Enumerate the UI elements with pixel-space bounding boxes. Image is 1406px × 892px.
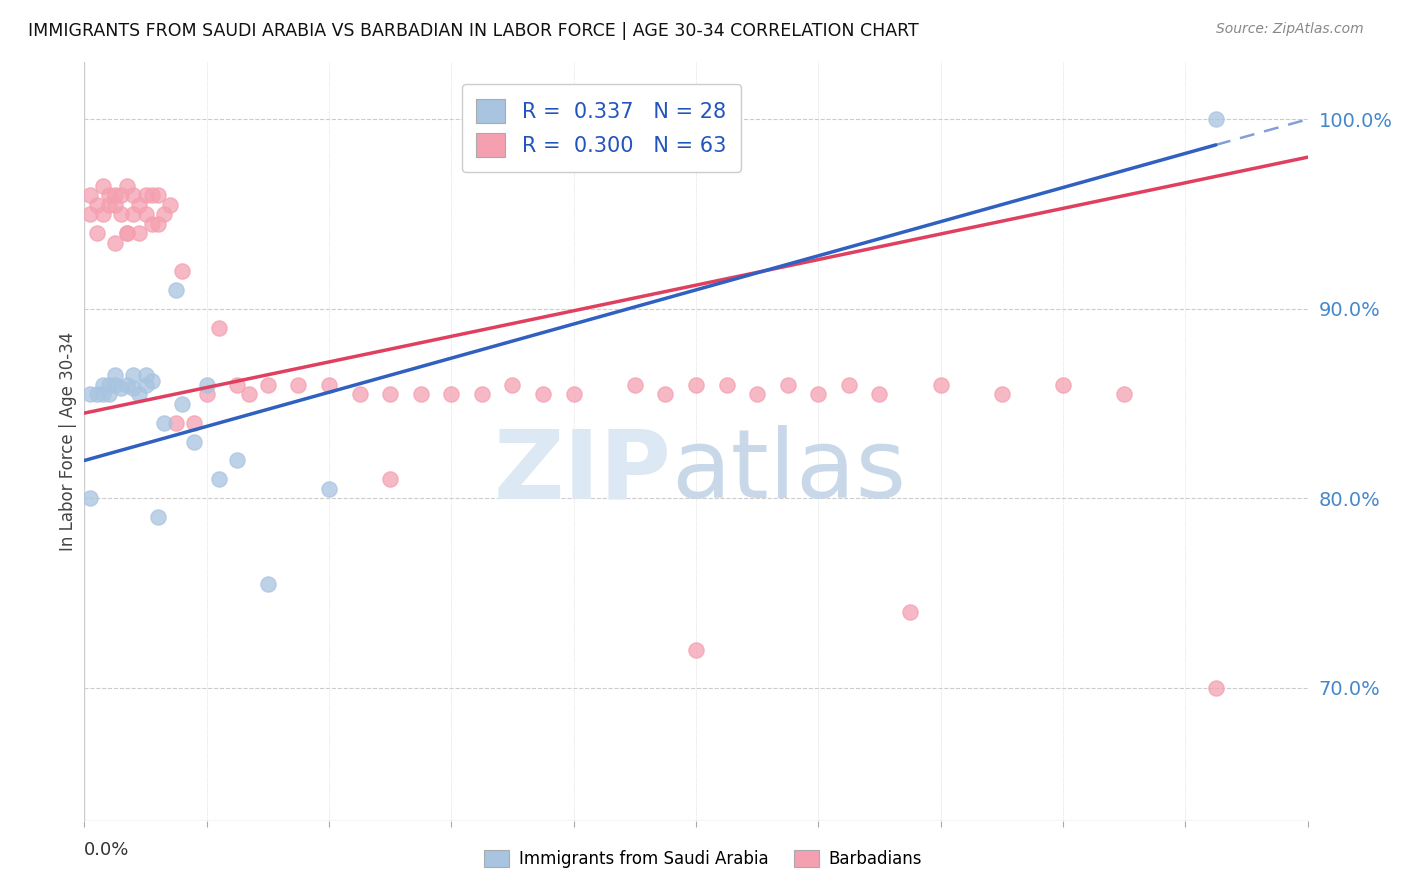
Point bbox=[146, 188, 169, 202]
Text: atlas: atlas bbox=[672, 425, 907, 518]
Point bbox=[807, 387, 830, 401]
Point bbox=[146, 510, 169, 524]
Point bbox=[380, 473, 402, 487]
Point bbox=[838, 377, 860, 392]
Point bbox=[380, 387, 402, 401]
Point bbox=[208, 473, 231, 487]
Point bbox=[257, 377, 280, 392]
Legend: Immigrants from Saudi Arabia, Barbadians: Immigrants from Saudi Arabia, Barbadians bbox=[477, 843, 929, 875]
Point bbox=[79, 207, 101, 221]
Point bbox=[624, 377, 647, 392]
Point bbox=[238, 387, 260, 401]
Point bbox=[409, 387, 432, 401]
Point bbox=[135, 207, 157, 221]
Point bbox=[91, 207, 114, 221]
Point bbox=[122, 368, 145, 383]
Point bbox=[531, 387, 554, 401]
Point bbox=[226, 453, 249, 467]
Point bbox=[869, 387, 891, 401]
Point bbox=[141, 188, 163, 202]
Point bbox=[898, 605, 921, 619]
Point bbox=[135, 188, 157, 202]
Point bbox=[122, 382, 145, 396]
Point bbox=[141, 217, 163, 231]
Point bbox=[115, 178, 138, 193]
Point bbox=[104, 235, 127, 250]
Point bbox=[91, 387, 114, 401]
Point bbox=[165, 283, 187, 297]
Point bbox=[1114, 387, 1136, 401]
Point bbox=[172, 264, 194, 278]
Point bbox=[440, 387, 463, 401]
Point bbox=[86, 226, 108, 240]
Point bbox=[349, 387, 371, 401]
Point bbox=[1052, 377, 1074, 392]
Point bbox=[502, 377, 524, 392]
Text: 0.0%: 0.0% bbox=[84, 841, 129, 859]
Point bbox=[104, 197, 127, 211]
Point bbox=[165, 416, 187, 430]
Point bbox=[318, 482, 340, 496]
Point bbox=[110, 207, 132, 221]
Point bbox=[110, 382, 132, 396]
Y-axis label: In Labor Force | Age 30-34: In Labor Force | Age 30-34 bbox=[59, 332, 77, 551]
Point bbox=[86, 387, 108, 401]
Point bbox=[104, 368, 127, 383]
Point bbox=[654, 387, 676, 401]
Point bbox=[318, 377, 340, 392]
Point bbox=[685, 377, 707, 392]
Point bbox=[122, 188, 145, 202]
Point bbox=[747, 387, 769, 401]
Legend: R =  0.337   N = 28, R =  0.300   N = 63: R = 0.337 N = 28, R = 0.300 N = 63 bbox=[461, 84, 741, 172]
Point bbox=[141, 374, 163, 388]
Point bbox=[97, 387, 120, 401]
Point bbox=[929, 377, 952, 392]
Point bbox=[183, 434, 205, 449]
Text: Source: ZipAtlas.com: Source: ZipAtlas.com bbox=[1216, 22, 1364, 37]
Point bbox=[122, 207, 145, 221]
Point bbox=[110, 188, 132, 202]
Point bbox=[135, 377, 157, 392]
Point bbox=[97, 197, 120, 211]
Point bbox=[471, 387, 494, 401]
Point bbox=[128, 387, 150, 401]
Point bbox=[287, 377, 309, 392]
Point bbox=[79, 188, 101, 202]
Point bbox=[226, 377, 249, 392]
Point bbox=[79, 387, 101, 401]
Point bbox=[104, 188, 127, 202]
Point bbox=[257, 576, 280, 591]
Point bbox=[776, 377, 799, 392]
Point bbox=[159, 197, 181, 211]
Point bbox=[195, 377, 218, 392]
Point bbox=[97, 377, 120, 392]
Point bbox=[79, 491, 101, 506]
Point bbox=[128, 226, 150, 240]
Point bbox=[115, 226, 138, 240]
Point bbox=[135, 368, 157, 383]
Point bbox=[562, 387, 585, 401]
Point bbox=[128, 197, 150, 211]
Point bbox=[991, 387, 1014, 401]
Point bbox=[195, 387, 218, 401]
Point bbox=[86, 197, 108, 211]
Text: IMMIGRANTS FROM SAUDI ARABIA VS BARBADIAN IN LABOR FORCE | AGE 30-34 CORRELATION: IMMIGRANTS FROM SAUDI ARABIA VS BARBADIA… bbox=[28, 22, 920, 40]
Point bbox=[153, 207, 176, 221]
Point bbox=[104, 377, 127, 392]
Point bbox=[115, 377, 138, 392]
Point bbox=[91, 377, 114, 392]
Point bbox=[208, 320, 231, 334]
Point bbox=[172, 397, 194, 411]
Point bbox=[146, 217, 169, 231]
Point bbox=[153, 416, 176, 430]
Point bbox=[91, 178, 114, 193]
Point bbox=[716, 377, 738, 392]
Point bbox=[1205, 681, 1227, 695]
Text: ZIP: ZIP bbox=[494, 425, 672, 518]
Point bbox=[115, 226, 138, 240]
Point bbox=[183, 416, 205, 430]
Point bbox=[97, 188, 120, 202]
Point bbox=[685, 643, 707, 657]
Point bbox=[1205, 112, 1227, 127]
